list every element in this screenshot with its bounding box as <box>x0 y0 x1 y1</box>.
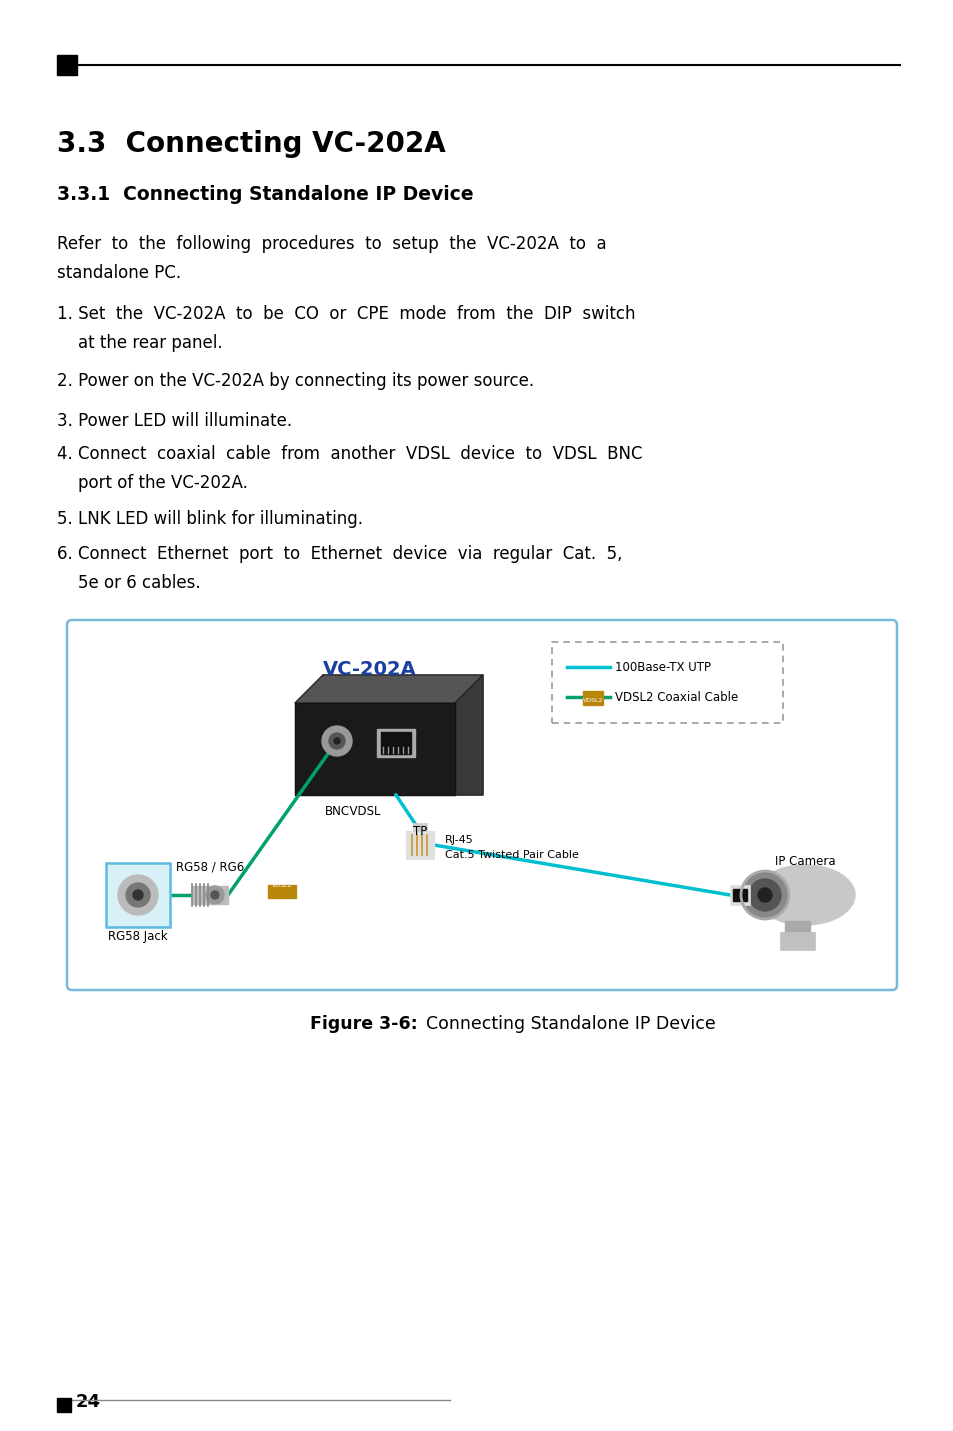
Bar <box>780 932 814 950</box>
FancyBboxPatch shape <box>552 643 782 723</box>
Text: VDSL2: VDSL2 <box>582 698 602 703</box>
Text: VDSL2 Coaxial Cable: VDSL2 Coaxial Cable <box>615 691 738 704</box>
Bar <box>376 728 415 757</box>
Text: Figure 3-6:: Figure 3-6: <box>310 1015 417 1033</box>
Circle shape <box>322 726 352 756</box>
Circle shape <box>118 874 158 914</box>
Bar <box>192 886 228 904</box>
Text: RJ-45
Cat.5 Twisted Pair Cable: RJ-45 Cat.5 Twisted Pair Cable <box>444 836 578 860</box>
Circle shape <box>211 892 219 899</box>
FancyBboxPatch shape <box>67 620 896 990</box>
Text: 4. Connect  coaxial  cable  from  another  VDSL  device  to  VDSL  BNC
    port : 4. Connect coaxial cable from another VD… <box>57 445 641 492</box>
Text: 24: 24 <box>76 1392 101 1411</box>
Bar <box>784 922 809 934</box>
Circle shape <box>748 879 781 912</box>
Text: 3. Power LED will illuminate.: 3. Power LED will illuminate. <box>57 412 292 429</box>
Text: VDSL: VDSL <box>341 806 380 819</box>
Circle shape <box>132 890 143 900</box>
Text: Refer  to  the  following  procedures  to  setup  the  VC-202A  to  a
standalone: Refer to the following procedures to set… <box>57 235 606 282</box>
Bar <box>57 54 77 74</box>
Polygon shape <box>455 675 482 796</box>
Circle shape <box>740 871 788 919</box>
Circle shape <box>334 738 339 744</box>
Polygon shape <box>294 675 482 703</box>
Text: TP: TP <box>413 826 427 839</box>
Bar <box>732 889 746 902</box>
Circle shape <box>206 886 224 904</box>
Bar <box>582 691 602 705</box>
Bar <box>268 884 295 899</box>
Bar <box>729 884 749 904</box>
Bar <box>106 863 170 927</box>
Text: 3.3.1  Connecting Standalone IP Device: 3.3.1 Connecting Standalone IP Device <box>57 185 473 205</box>
Bar <box>413 823 427 831</box>
Text: VDSL2: VDSL2 <box>272 883 292 889</box>
Bar <box>294 703 455 796</box>
Text: 3.3  Connecting VC-202A: 3.3 Connecting VC-202A <box>57 130 445 157</box>
Text: 6. Connect  Ethernet  port  to  Ethernet  device  via  regular  Cat.  5,
    5e : 6. Connect Ethernet port to Ethernet dev… <box>57 545 622 592</box>
Text: 5. LNK LED will blink for illuminating.: 5. LNK LED will blink for illuminating. <box>57 509 363 528</box>
Bar <box>57 1398 71 1412</box>
Circle shape <box>329 733 345 748</box>
Text: 1. Set  the  VC-202A  to  be  CO  or  CPE  mode  from  the  DIP  switch
    at t: 1. Set the VC-202A to be CO or CPE mode … <box>57 305 635 352</box>
Text: IP Camera: IP Camera <box>774 854 835 869</box>
Circle shape <box>126 883 150 907</box>
Text: 2. Power on the VC-202A by connecting its power source.: 2. Power on the VC-202A by connecting it… <box>57 372 534 391</box>
Bar <box>380 733 411 754</box>
Ellipse shape <box>754 864 854 924</box>
Text: 100Base-TX UTP: 100Base-TX UTP <box>615 661 710 674</box>
Bar <box>406 831 434 859</box>
Text: VC-202A: VC-202A <box>323 660 416 678</box>
Circle shape <box>758 889 771 902</box>
Text: RG58 Jack: RG58 Jack <box>108 930 168 943</box>
Text: RG58 / RG6: RG58 / RG6 <box>175 860 244 873</box>
Text: Connecting Standalone IP Device: Connecting Standalone IP Device <box>415 1015 715 1033</box>
Text: BNC: BNC <box>324 806 349 819</box>
